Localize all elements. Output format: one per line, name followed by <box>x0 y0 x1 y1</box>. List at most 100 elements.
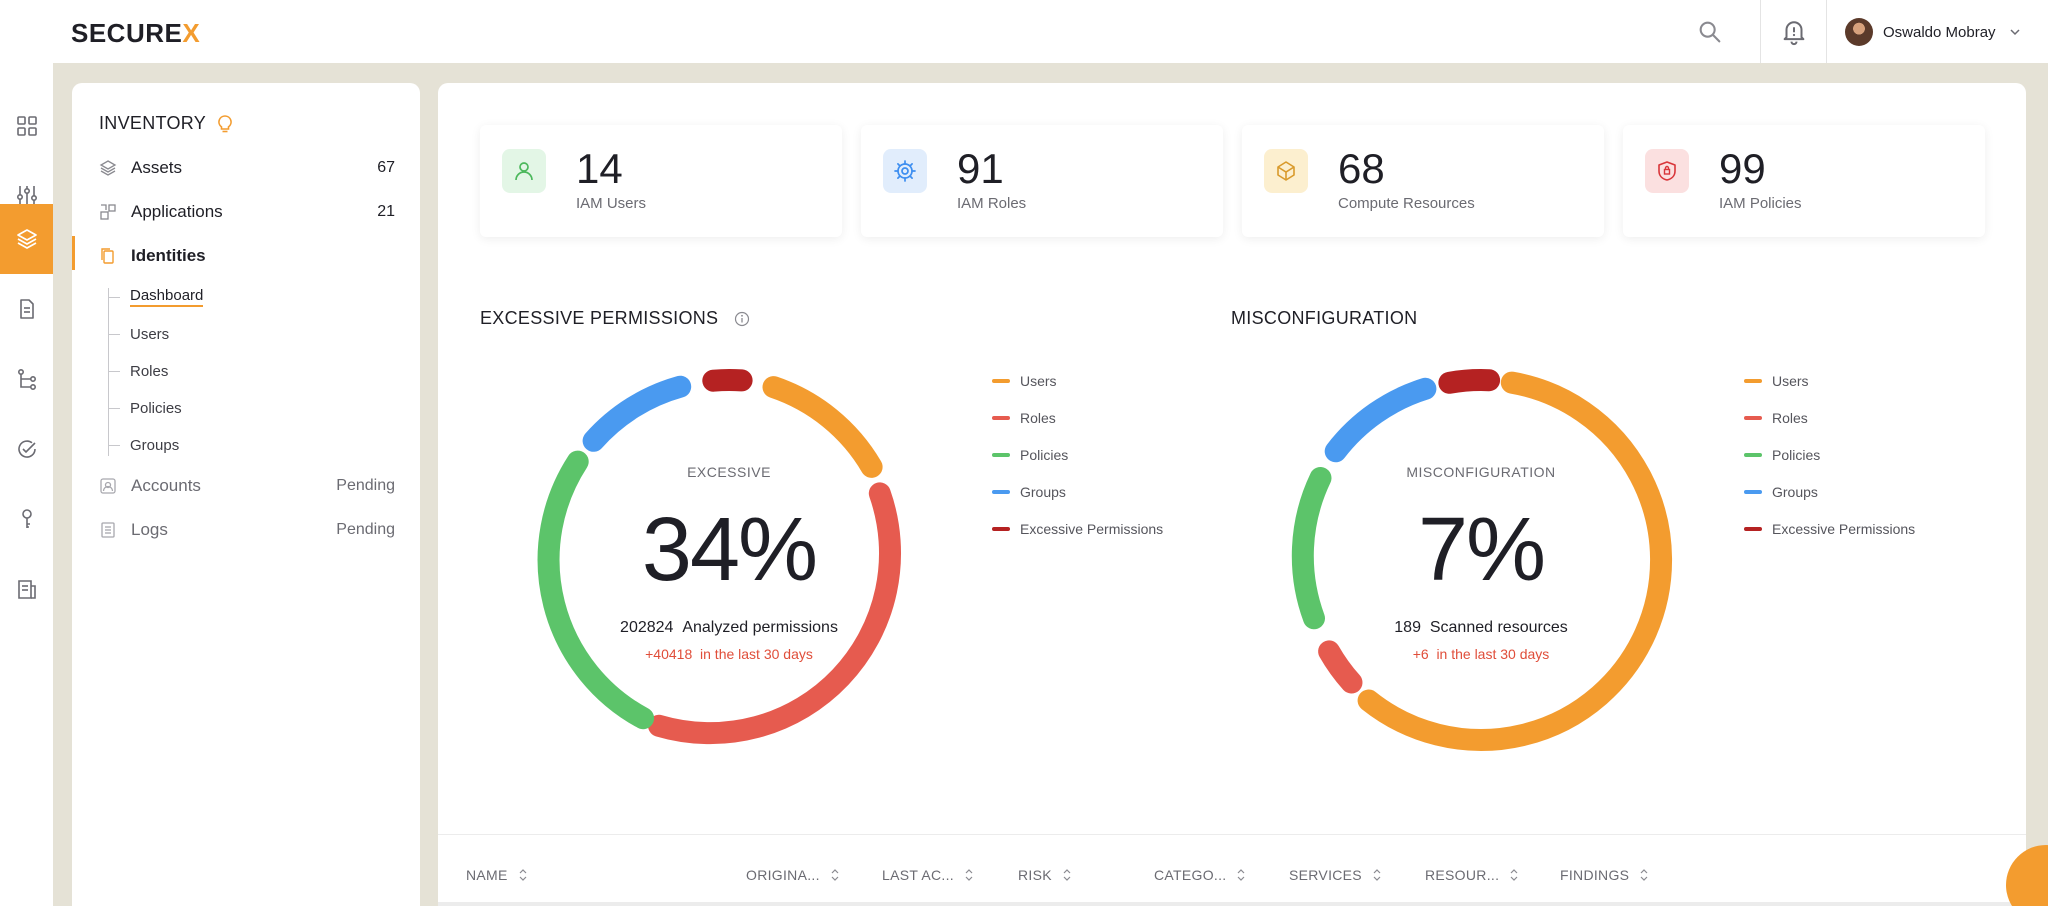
divider <box>1826 0 1827 63</box>
column-header-resources[interactable]: RESOUR... <box>1425 867 1519 883</box>
grid-icon <box>16 116 37 136</box>
analyzed-permissions: 202824 Analyzed permissions <box>620 619 838 636</box>
legend-item-groups[interactable]: Groups <box>992 473 1222 510</box>
user-menu[interactable]: Oswaldo Mobray <box>1845 16 2022 48</box>
user-icon <box>502 149 546 193</box>
inventory-item-assets[interactable]: Assets 67 <box>99 153 395 183</box>
active-indicator <box>72 236 75 270</box>
log-icon <box>99 521 117 539</box>
shield-icon <box>1645 149 1689 193</box>
misconfiguration-donut: MISCONFIGURATION 7% 189 Scanned resource… <box>1281 360 1681 760</box>
excessive-percent: 34% <box>641 500 818 600</box>
inventory-item-label: Accounts <box>131 476 201 495</box>
inventory-item-accounts[interactable]: Accounts Pending <box>99 471 395 501</box>
column-header-last-access[interactable]: LAST AC... <box>882 867 974 883</box>
box-icon <box>1264 149 1308 193</box>
sort-icon <box>519 869 527 881</box>
sub-item-roles[interactable]: Roles <box>108 359 168 383</box>
identities-table-header: NAME ORIGINA... LAST AC... RISK CATEGO..… <box>438 834 2026 906</box>
sort-icon <box>831 869 839 881</box>
kpi-card-iam-roles[interactable]: 91 IAM Roles <box>861 125 1223 237</box>
search-icon[interactable] <box>1696 18 1724 46</box>
column-header-services[interactable]: SERVICES <box>1289 867 1382 883</box>
donut-segment-groups <box>582 375 692 452</box>
sort-icon <box>1640 869 1648 881</box>
inventory-item-count: 67 <box>377 159 395 176</box>
inventory-item-label: Identities <box>131 246 206 265</box>
divider <box>1760 0 1761 63</box>
column-header-category[interactable]: CATEGO... <box>1154 867 1246 883</box>
sub-item-dashboard[interactable]: Dashboard <box>108 285 204 309</box>
sub-item-policies[interactable]: Policies <box>108 396 182 420</box>
inventory-title: INVENTORY <box>99 113 234 134</box>
donut-segment-users <box>1357 371 1673 751</box>
bell-icon[interactable] <box>1779 16 1809 46</box>
column-header-findings[interactable]: FINDINGS <box>1560 867 1649 883</box>
key-icon <box>21 509 32 528</box>
inventory-panel: INVENTORY Assets 67 Applications 21 Iden… <box>72 83 420 906</box>
inventory-item-logs[interactable]: Logs Pending <box>99 515 395 545</box>
lightbulb-icon <box>218 114 232 132</box>
user-name: Oswaldo Mobray <box>1883 23 1996 41</box>
column-header-origin[interactable]: ORIGINA... <box>746 867 840 883</box>
inventory-item-identities[interactable]: Identities <box>99 241 395 271</box>
column-header-name[interactable]: NAME <box>466 867 528 883</box>
kpi-value: 91 <box>957 145 1004 192</box>
rail-settings[interactable] <box>0 160 53 230</box>
inventory-item-label: Applications <box>131 202 223 221</box>
rail-reports[interactable] <box>0 554 53 624</box>
donut-caption: MISCONFIGURATION <box>1406 464 1556 480</box>
rail-dashboard[interactable] <box>0 91 53 161</box>
legend-item-roles[interactable]: Roles <box>992 399 1222 436</box>
layers-icon <box>99 159 117 177</box>
donut-segment-groups <box>1324 377 1437 463</box>
inventory-item-label: Logs <box>131 520 168 539</box>
scanned-resources: 189 Scanned resources <box>1394 619 1568 636</box>
donut-segment-roles <box>648 482 901 745</box>
gear-icon <box>883 149 927 193</box>
sort-icon <box>1238 869 1245 881</box>
legend-item-groups[interactable]: Groups <box>1744 473 1974 510</box>
chevron-down-icon <box>2010 29 2020 36</box>
excessive-permissions-donut: EXCESSIVE 34% 202824 Analyzed permission… <box>529 360 929 760</box>
document-icon <box>19 299 34 319</box>
kpi-card-compute-resources[interactable]: 68 Compute Resources <box>1242 125 1604 237</box>
donut-segment-policies <box>537 450 655 730</box>
info-icon[interactable] <box>734 311 750 327</box>
identities-dashboard: 14 IAM Users 91 IAM Roles 68 Compute Res… <box>438 83 2026 906</box>
sort-icon <box>1510 869 1518 881</box>
column-header-risk[interactable]: RISK <box>1018 867 1072 883</box>
inventory-item-applications[interactable]: Applications 21 <box>99 197 395 227</box>
kpi-label: Compute Resources <box>1338 195 1475 212</box>
top-bar: SECUREX Oswaldo Mobray <box>0 0 2048 63</box>
kpi-label: IAM Roles <box>957 195 1027 212</box>
legend-item-roles[interactable]: Roles <box>1744 399 1974 436</box>
kpi-value: 68 <box>1338 145 1385 192</box>
misconfiguration-title: MISCONFIGURATION <box>1231 308 1418 328</box>
avatar <box>1845 18 1873 46</box>
flow-icon <box>17 368 36 390</box>
kpi-card-iam-policies[interactable]: 99 IAM Policies <box>1623 125 1985 237</box>
legend-item-users[interactable]: Users <box>992 362 1222 399</box>
sub-item-groups[interactable]: Groups <box>108 433 179 457</box>
scrollbar-track[interactable] <box>2036 63 2048 906</box>
donut-segment-excessive-permissions <box>1438 369 1501 394</box>
legend-item-users[interactable]: Users <box>1744 362 1974 399</box>
legend-item-policies[interactable]: Policies <box>1744 436 1974 473</box>
report-icon <box>17 580 36 599</box>
rail-compliance[interactable] <box>0 414 53 484</box>
sub-item-users[interactable]: Users <box>108 322 169 346</box>
rail-keys[interactable] <box>0 484 53 554</box>
rail-inventory[interactable] <box>0 204 53 274</box>
rail-documents[interactable] <box>0 274 53 344</box>
brand-logo[interactable]: SECUREX <box>71 18 201 48</box>
legend-item-excessive-permissions[interactable]: Excessive Permissions <box>1744 510 1974 547</box>
kpi-card-iam-users[interactable]: 14 IAM Users <box>480 125 842 237</box>
legend-item-policies[interactable]: Policies <box>992 436 1222 473</box>
legend-item-excessive-permissions[interactable]: Excessive Permissions <box>992 510 1222 547</box>
identity-icon <box>99 247 117 265</box>
kpi-value: 14 <box>576 145 623 192</box>
misconfiguration-legend: Users Roles Policies Groups Excessive Pe… <box>1744 362 1974 547</box>
rail-flows[interactable] <box>0 344 53 414</box>
excessive-permissions-title: EXCESSIVE PERMISSIONS <box>480 308 750 329</box>
